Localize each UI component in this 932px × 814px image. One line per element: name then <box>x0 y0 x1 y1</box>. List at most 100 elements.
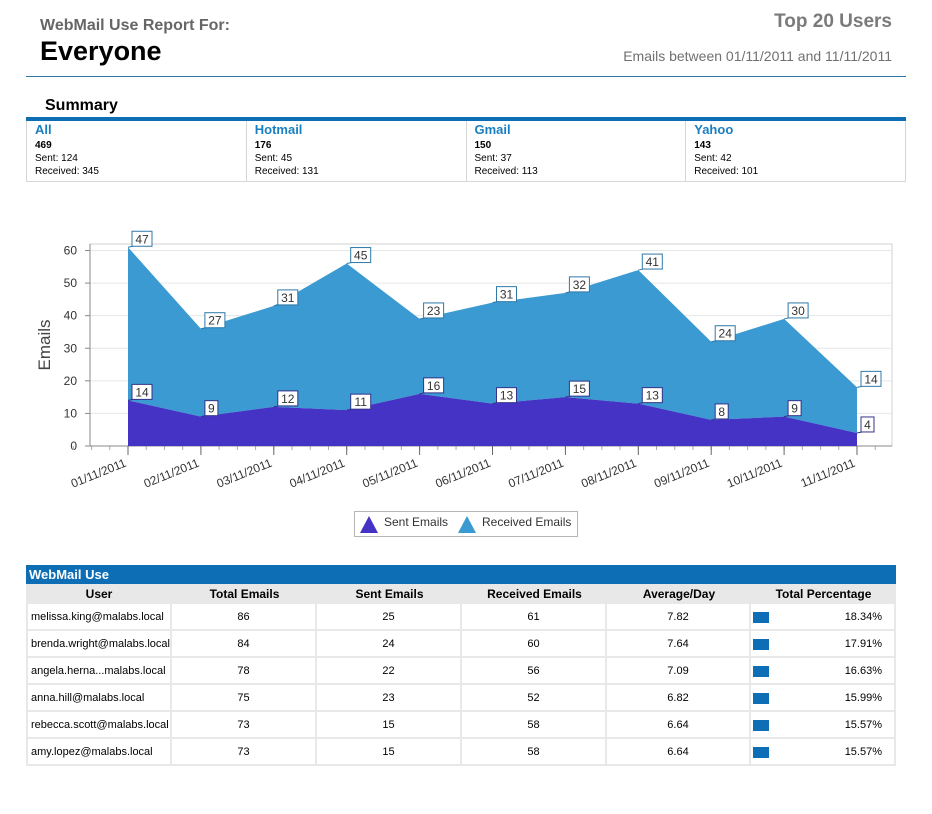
sent-data-label: 13 <box>492 387 517 405</box>
summary-total: 176 <box>254 140 272 151</box>
received-cell: 56 <box>462 658 607 685</box>
user-cell: brenda.wright@malabs.local <box>26 631 172 658</box>
svg-text:27: 27 <box>208 314 222 328</box>
received-data-label: 14 <box>856 370 882 388</box>
y-tick-label: 50 <box>64 276 78 290</box>
user-cell: angela.herna...malabs.local <box>26 658 172 685</box>
received-data-label: 24 <box>711 325 736 343</box>
user-cell: amy.lopez@malabs.local <box>26 739 172 766</box>
summary-name: Yahoo <box>694 122 734 137</box>
received-cell: 58 <box>462 739 607 766</box>
sent-data-label: 14 <box>127 383 153 401</box>
report-scope-title: Top 20 Users <box>774 11 892 32</box>
percentage-bar <box>753 747 769 758</box>
table-row: amy.lopez@malabs.local 73 15 58 6.64 15.57% <box>26 739 896 766</box>
received-data-label: 31 <box>273 289 299 307</box>
average-cell: 6.82 <box>607 685 751 712</box>
svg-text:31: 31 <box>281 291 295 305</box>
table-row: anna.hill@malabs.local 75 23 52 6.82 15.99% <box>26 685 896 712</box>
svg-text:9: 9 <box>208 402 215 416</box>
summary-received: Received: 345 <box>35 166 99 177</box>
sent-data-label: 8 <box>711 403 729 421</box>
user-cell: rebecca.scott@malabs.local <box>26 712 172 739</box>
received-data-label: 47 <box>127 230 153 248</box>
percentage-value: 15.57% <box>844 719 882 731</box>
webmail-use-table: WebMail Use User Total Emails Sent Email… <box>26 565 896 766</box>
sent-data-label: 16 <box>419 377 445 395</box>
table-title: WebMail Use <box>26 565 896 584</box>
y-tick-label: 30 <box>64 341 78 355</box>
summary-title: Summary <box>45 97 118 114</box>
sent-data-label: 13 <box>638 387 663 405</box>
received-data-label: 32 <box>565 276 590 294</box>
x-tick-label: 01/11/2011 <box>69 456 129 491</box>
svg-text:13: 13 <box>500 389 514 403</box>
sent-data-label: 11 <box>346 393 372 411</box>
svg-text:31: 31 <box>500 288 514 302</box>
summary-received: Received: 131 <box>254 166 319 177</box>
received-data-label: 27 <box>200 312 226 330</box>
percentage-bar <box>753 612 769 623</box>
total-cell: 84 <box>172 631 317 658</box>
report-title: Everyone <box>40 36 162 66</box>
y-tick-label: 40 <box>64 309 78 323</box>
date-range: Emails between 01/11/2011 and 11/11/2011 <box>623 48 892 64</box>
received-emails-legend-icon <box>458 516 476 533</box>
table-row: angela.herna...malabs.local 78 22 56 7.09 16.… <box>26 658 896 685</box>
percentage-cell: 16.63% <box>751 658 896 685</box>
sent-cell: 24 <box>317 631 462 658</box>
table-row: rebecca.scott@malabs.local 73 15 58 6.64 15.5… <box>26 712 896 739</box>
x-tick-label: 03/11/2011 <box>215 456 275 491</box>
summary-total: 143 <box>694 140 711 151</box>
received-cell: 52 <box>462 685 607 712</box>
summary-cell-hotmail: Hotmail 176 Sent: 45 Received: 131 <box>247 121 467 181</box>
percentage-cell: 15.99% <box>751 685 896 712</box>
x-tick-label: 08/11/2011 <box>579 456 639 491</box>
x-tick-label: 05/11/2011 <box>360 456 420 491</box>
x-tick-label: 06/11/2011 <box>433 456 493 491</box>
svg-text:41: 41 <box>646 255 660 269</box>
percentage-bar <box>753 693 769 704</box>
percentage-value: 15.99% <box>844 692 882 704</box>
received-data-label: 23 <box>419 302 445 320</box>
legend-sent-label: Sent Emails <box>384 515 449 529</box>
received-data-label: 41 <box>638 253 663 271</box>
column-header-received: Received Emails <box>487 587 582 601</box>
summary-cell-yahoo: Yahoo 143 Sent: 42 Received: 101 <box>686 121 905 181</box>
svg-text:12: 12 <box>281 392 295 406</box>
svg-text:16: 16 <box>427 379 441 393</box>
total-cell: 73 <box>172 712 317 739</box>
percentage-value: 18.34% <box>844 611 882 623</box>
percentage-bar <box>753 666 769 677</box>
percentage-cell: 15.57% <box>751 739 896 766</box>
x-tick-label: 09/11/2011 <box>652 456 712 491</box>
sent-cell: 23 <box>317 685 462 712</box>
percentage-cell: 17.91% <box>751 631 896 658</box>
summary-name: Gmail <box>474 122 511 137</box>
column-header-total: Total Emails <box>209 587 280 601</box>
sent-data-label: 12 <box>273 390 299 408</box>
column-header-user: User <box>85 587 113 601</box>
summary-sent: Sent: 45 <box>254 153 293 164</box>
table-header-row: User Total Emails Sent Emails Received E… <box>26 584 896 604</box>
svg-text:32: 32 <box>573 278 587 292</box>
average-cell: 6.64 <box>607 739 751 766</box>
svg-text:15: 15 <box>573 382 587 396</box>
sent-cell: 15 <box>317 739 462 766</box>
user-cell: anna.hill@malabs.local <box>26 685 172 712</box>
sent-cell: 22 <box>317 658 462 685</box>
summary-sent: Sent: 124 <box>35 153 78 164</box>
x-tick-label: 07/11/2011 <box>506 456 566 491</box>
received-cell: 60 <box>462 631 607 658</box>
percentage-cell: 18.34% <box>751 604 896 631</box>
svg-text:13: 13 <box>646 389 660 403</box>
sent-data-label: 4 <box>856 416 875 434</box>
x-tick-label: 11/11/2011 <box>799 456 858 491</box>
chart-legend: Sent Emails Received Emails <box>354 511 578 537</box>
svg-text:11: 11 <box>354 395 367 409</box>
total-cell: 73 <box>172 739 317 766</box>
received-data-label: 31 <box>492 286 517 304</box>
y-tick-label: 10 <box>64 406 78 420</box>
sent-data-label: 9 <box>784 400 802 418</box>
svg-text:8: 8 <box>718 405 725 419</box>
